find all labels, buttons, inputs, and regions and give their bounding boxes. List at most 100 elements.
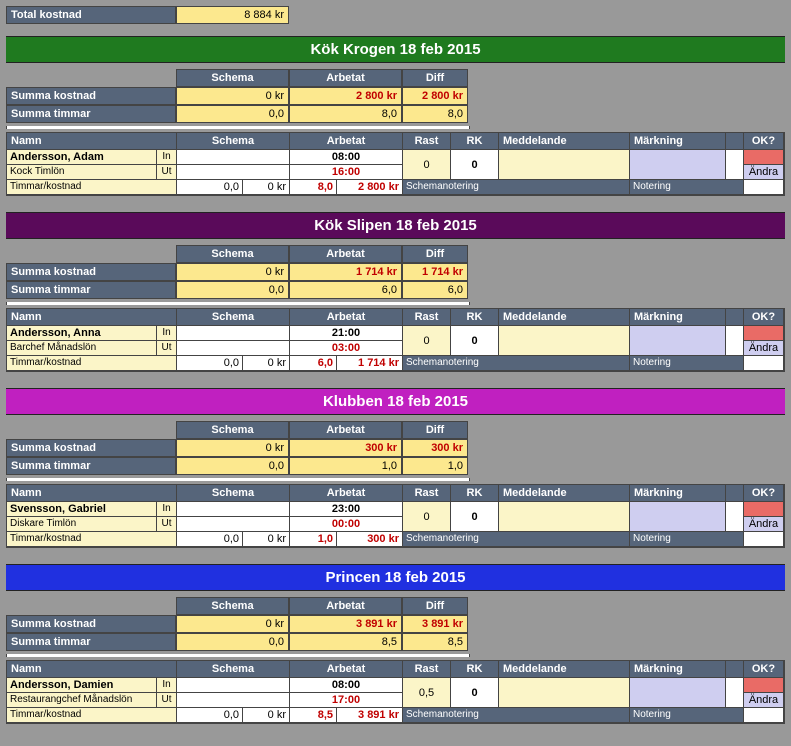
schema-timmar: 0,0 xyxy=(177,180,243,195)
andra-button[interactable]: Ändra xyxy=(744,165,784,180)
summa-timmar-label: Summa timmar xyxy=(6,633,176,651)
col-meddelande: Meddelande xyxy=(499,309,630,326)
spacer xyxy=(726,678,744,708)
ut-label: Ut xyxy=(157,517,177,532)
emp-name: Andersson, Anna xyxy=(7,326,157,341)
notering-value xyxy=(744,356,784,371)
arbetat-in: 08:00 xyxy=(290,678,403,693)
notering-value xyxy=(744,180,784,195)
arbetat-kostnad: 3 891 kr xyxy=(337,708,403,723)
summa-timmar-diff: 8,0 xyxy=(402,105,468,123)
summa-timmar-arbetat: 1,0 xyxy=(289,457,402,475)
col-markning: Märkning xyxy=(630,309,726,326)
col-ok: OK? xyxy=(744,485,784,502)
arbetat-ut: 00:00 xyxy=(290,517,403,532)
rk-value: 0 xyxy=(451,150,499,180)
ut-label: Ut xyxy=(157,693,177,708)
arbetat-timmar: 8,0 xyxy=(290,180,337,195)
col-rast: Rast xyxy=(403,485,451,502)
summary-block: SchemaArbetatDiffSumma kostnad0 kr1 714 … xyxy=(6,245,785,299)
andra-button[interactable]: Ändra xyxy=(744,341,784,356)
col-rk: RK xyxy=(451,309,499,326)
summa-timmar-diff: 1,0 xyxy=(402,457,468,475)
summa-kostnad-schema: 0 kr xyxy=(176,263,289,281)
summa-kostnad-diff: 2 800 kr xyxy=(402,87,468,105)
hdr-diff: Diff xyxy=(402,421,468,439)
summary-block: SchemaArbetatDiffSumma kostnad0 kr300 kr… xyxy=(6,421,785,475)
schemanotering-label: Schemanotering xyxy=(403,356,630,371)
ok-status[interactable] xyxy=(744,326,784,341)
col-rk: RK xyxy=(451,661,499,678)
timmar-kostnad-label: Timmar/kostnad xyxy=(7,180,177,195)
meddelande-value xyxy=(499,326,630,356)
col-markning: Märkning xyxy=(630,485,726,502)
arbetat-timmar: 1,0 xyxy=(290,532,337,547)
markning-value[interactable] xyxy=(630,326,726,356)
summa-kostnad-label: Summa kostnad xyxy=(6,615,176,633)
meddelande-value xyxy=(499,678,630,708)
hdr-diff: Diff xyxy=(402,245,468,263)
schema-in xyxy=(177,502,290,517)
schema-kostnad: 0 kr xyxy=(243,532,290,547)
col-meddelande: Meddelande xyxy=(499,133,630,150)
summa-kostnad-diff: 300 kr xyxy=(402,439,468,457)
col-meddelande: Meddelande xyxy=(499,661,630,678)
summa-timmar-schema: 0,0 xyxy=(176,281,289,299)
summa-timmar-schema: 0,0 xyxy=(176,105,289,123)
col-namn: Namn xyxy=(7,309,177,326)
andra-button[interactable]: Ändra xyxy=(744,693,784,708)
schema-in xyxy=(177,326,290,341)
col-rast: Rast xyxy=(403,133,451,150)
markning-value[interactable] xyxy=(630,678,726,708)
summa-timmar-diff: 6,0 xyxy=(402,281,468,299)
summa-kostnad-arbetat: 1 714 kr xyxy=(289,263,402,281)
ok-status[interactable] xyxy=(744,502,784,517)
summa-kostnad-diff: 3 891 kr xyxy=(402,615,468,633)
schema-ut xyxy=(177,341,290,356)
emp-role: Restaurangchef Månadslön xyxy=(7,693,157,708)
total-cost-label: Total kostnad xyxy=(6,6,176,24)
summa-timmar-arbetat: 6,0 xyxy=(289,281,402,299)
summa-timmar-diff: 8,5 xyxy=(402,633,468,651)
section: Klubben 18 feb 2015SchemaArbetatDiffSumm… xyxy=(6,388,785,548)
ok-status[interactable] xyxy=(744,150,784,165)
spacer xyxy=(726,150,744,180)
in-label: In xyxy=(157,502,177,517)
rast-value: 0 xyxy=(403,502,451,532)
schemanotering-label: Schemanotering xyxy=(403,708,630,723)
col-namn: Namn xyxy=(7,485,177,502)
schema-ut xyxy=(177,165,290,180)
summa-kostnad-label: Summa kostnad xyxy=(6,439,176,457)
col-arbetat: Arbetat xyxy=(290,309,403,326)
schema-in xyxy=(177,150,290,165)
summa-timmar-arbetat: 8,5 xyxy=(289,633,402,651)
section-title: Princen 18 feb 2015 xyxy=(6,564,785,591)
arbetat-kostnad: 2 800 kr xyxy=(337,180,403,195)
arbetat-timmar: 8,5 xyxy=(290,708,337,723)
col-ok: OK? xyxy=(744,133,784,150)
rk-value: 0 xyxy=(451,678,499,708)
emp-name: Andersson, Damien xyxy=(7,678,157,693)
emp-role: Kock Timlön xyxy=(7,165,157,180)
detail-grid: NamnSchemaArbetatRastRKMeddelandeMärknin… xyxy=(6,132,785,196)
ok-status[interactable] xyxy=(744,678,784,693)
markning-value[interactable] xyxy=(630,150,726,180)
section: Kök Slipen 18 feb 2015SchemaArbetatDiffS… xyxy=(6,212,785,372)
summa-kostnad-schema: 0 kr xyxy=(176,87,289,105)
col-rast: Rast xyxy=(403,309,451,326)
rast-value: 0,5 xyxy=(403,678,451,708)
col-arbetat: Arbetat xyxy=(290,485,403,502)
andra-button[interactable]: Ändra xyxy=(744,517,784,532)
summa-kostnad-arbetat: 3 891 kr xyxy=(289,615,402,633)
arbetat-timmar: 6,0 xyxy=(290,356,337,371)
markning-value[interactable] xyxy=(630,502,726,532)
hdr-diff: Diff xyxy=(402,69,468,87)
summa-kostnad-schema: 0 kr xyxy=(176,439,289,457)
summa-kostnad-arbetat: 300 kr xyxy=(289,439,402,457)
col-namn: Namn xyxy=(7,133,177,150)
col-ok: OK? xyxy=(744,309,784,326)
col-schema: Schema xyxy=(177,485,290,502)
rk-value: 0 xyxy=(451,326,499,356)
summa-kostnad-label: Summa kostnad xyxy=(6,263,176,281)
rast-value: 0 xyxy=(403,150,451,180)
